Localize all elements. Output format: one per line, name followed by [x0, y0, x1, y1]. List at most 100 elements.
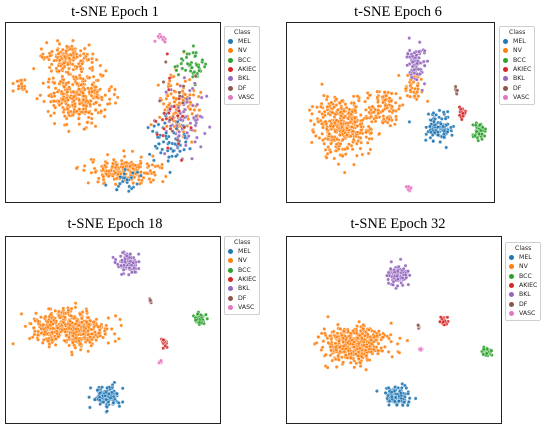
scatter-point	[359, 147, 362, 150]
scatter-point	[105, 410, 108, 413]
scatter-point	[53, 92, 56, 95]
scatter-point	[198, 108, 201, 111]
legend-swatch	[228, 67, 233, 72]
scatter-point	[173, 100, 176, 103]
scatter-point	[79, 77, 82, 80]
scatter-point	[45, 41, 48, 44]
legend-label: MEL	[238, 38, 251, 45]
scatter-point	[336, 332, 339, 335]
scatter-point	[184, 80, 187, 83]
scatter-point	[67, 86, 70, 89]
scatter-point	[66, 90, 69, 93]
scatter-point	[401, 276, 404, 279]
scatter-point	[193, 70, 196, 73]
scatter-point	[490, 349, 493, 352]
scatter-point	[96, 388, 99, 391]
scatter-point	[127, 273, 130, 276]
scatter-point	[337, 163, 340, 166]
scatter-point	[485, 352, 488, 355]
scatter-point	[442, 132, 445, 135]
legend-label: VASC	[519, 310, 535, 317]
scatter-point	[389, 333, 392, 336]
scatter-point	[364, 349, 367, 352]
scatter-point	[90, 90, 93, 93]
scatter-point	[328, 334, 331, 337]
scatter-point	[405, 185, 408, 188]
scatter-point	[365, 345, 368, 348]
scatter-point	[65, 50, 68, 53]
scatter-point	[119, 264, 122, 267]
scatter-point	[185, 100, 188, 103]
scatter-point	[377, 112, 380, 115]
legend-item-vasc: VASC	[228, 93, 256, 102]
scatter-point	[423, 82, 426, 85]
legend-swatch	[503, 86, 508, 91]
scatter-point	[62, 98, 65, 101]
scatter-point	[103, 394, 106, 397]
scatter-point	[58, 69, 61, 72]
scatter-point	[131, 167, 134, 170]
scatter-point	[54, 309, 57, 312]
scatter-point	[66, 98, 69, 101]
scatter-point	[41, 56, 44, 59]
legend-item-df: DF	[228, 293, 256, 302]
scatter-point	[326, 138, 329, 141]
legend-label: AKIEC	[238, 276, 256, 283]
scatter-point	[94, 108, 97, 111]
scatter-point	[325, 156, 328, 159]
scatter-point	[185, 97, 188, 100]
scatter-point	[167, 155, 170, 158]
scatter-point	[329, 124, 332, 127]
scatter-point	[167, 159, 170, 162]
scatter-point	[179, 118, 182, 121]
scatter-point	[41, 341, 44, 344]
scatter-point	[342, 110, 345, 113]
scatter-point	[100, 109, 103, 112]
scatter-point	[168, 77, 171, 80]
legend-label: NV	[238, 257, 247, 264]
scatter-point	[323, 332, 326, 335]
scatter-point	[381, 349, 384, 352]
plot-area	[5, 22, 221, 203]
scatter-point	[153, 40, 156, 43]
scatter-point	[315, 106, 318, 109]
scatter-point	[102, 175, 105, 178]
scatter-point	[326, 105, 329, 108]
legend-label: BCC	[238, 267, 251, 274]
scatter-point	[324, 120, 327, 123]
scatter-point	[51, 331, 54, 334]
scatter-point	[340, 125, 343, 128]
scatter-point	[23, 78, 26, 81]
scatter-point	[167, 141, 170, 144]
scatter-point	[333, 130, 336, 133]
scatter-point	[113, 332, 116, 335]
scatter-point	[408, 95, 411, 98]
scatter-point	[401, 382, 404, 385]
scatter-point	[346, 330, 349, 333]
scatter-point	[391, 283, 394, 286]
scatter-point	[63, 65, 66, 68]
scatter-point	[377, 330, 380, 333]
scatter-point	[329, 354, 332, 357]
scatter-point	[165, 125, 168, 128]
legend-label: BCC	[238, 57, 251, 64]
scatter-point	[162, 102, 165, 105]
legend-item-nv: NV	[503, 46, 531, 55]
scatter-point	[420, 78, 423, 81]
legend-swatch	[228, 268, 233, 273]
scatter-point	[394, 115, 397, 118]
legend-swatch	[228, 296, 233, 301]
scatter-point	[62, 78, 65, 81]
scatter-point	[107, 341, 110, 344]
legend-swatch	[228, 258, 233, 263]
scatter-point	[86, 121, 89, 124]
scatter-point	[196, 312, 199, 315]
scatter-point	[407, 283, 410, 286]
scatter-point	[370, 120, 373, 123]
scatter-point	[134, 270, 137, 273]
scatter-point	[479, 129, 482, 132]
scatter-point	[73, 102, 76, 105]
scatter-point	[187, 134, 190, 137]
scatter-point	[177, 106, 180, 109]
scatter-point	[384, 104, 387, 107]
